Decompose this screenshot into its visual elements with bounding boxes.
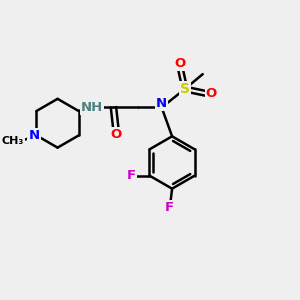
Text: O: O bbox=[206, 87, 217, 100]
Text: S: S bbox=[180, 82, 190, 96]
Text: O: O bbox=[110, 128, 122, 141]
Text: O: O bbox=[175, 57, 186, 70]
Text: CH₃: CH₃ bbox=[2, 136, 24, 146]
Text: N: N bbox=[28, 129, 40, 142]
Text: N: N bbox=[156, 98, 167, 110]
Text: F: F bbox=[165, 201, 174, 214]
Text: NH: NH bbox=[81, 101, 103, 114]
Text: F: F bbox=[127, 169, 136, 182]
